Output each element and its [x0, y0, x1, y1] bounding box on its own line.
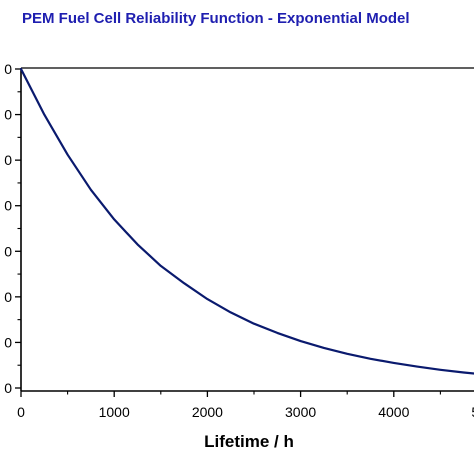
- x-tick-label: 1000: [99, 404, 130, 420]
- y-tick-label: 0: [4, 243, 12, 259]
- y-tick-label: 0: [4, 61, 12, 77]
- y-tick-label: 0: [4, 334, 12, 350]
- x-tick-label: 0: [17, 404, 25, 420]
- plot-area: 01000200030004000500000000000: [4, 61, 474, 420]
- x-tick-label: 2000: [192, 404, 223, 420]
- x-axis-title: Lifetime / h: [204, 432, 294, 451]
- x-tick-label: 3000: [285, 404, 316, 420]
- x-tick-label: 4000: [378, 404, 409, 420]
- y-tick-label: 0: [4, 289, 12, 305]
- chart-title: PEM Fuel Cell Reliability Function - Exp…: [22, 10, 410, 27]
- y-tick-label: 0: [4, 380, 12, 396]
- series-line-1: [19, 67, 474, 375]
- x-tick-label: 5000: [471, 404, 474, 420]
- y-tick-label: 0: [4, 152, 12, 168]
- y-tick-label: 0: [4, 107, 12, 123]
- y-tick-label: 0: [4, 198, 12, 214]
